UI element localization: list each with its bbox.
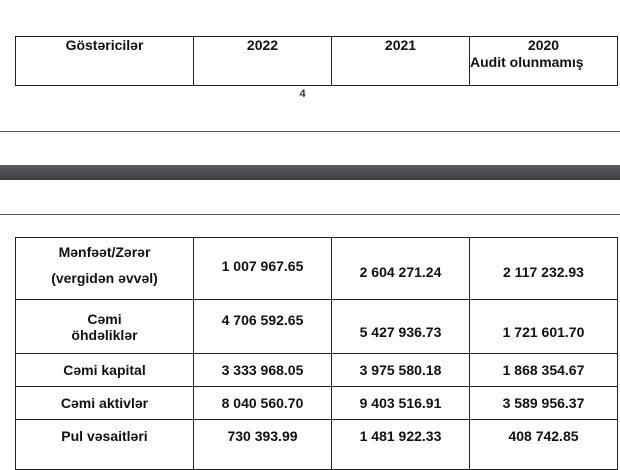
header-table: Göstəricilər 2022 2021 2020 Audit olunmam… — [15, 36, 618, 86]
value-2022: 8 040 560.70 — [193, 386, 332, 420]
row-label: Cəmi kapital — [15, 353, 194, 387]
page-bottom-border — [0, 131, 620, 132]
value-2022: 4 706 592.65 — [193, 299, 332, 354]
value-2021: 2 604 271.24 — [331, 237, 470, 300]
value-2020: 3 589 956.37 — [469, 386, 618, 420]
table-row: Cəmi öhdəliklər 4 706 592.65 5 427 936.73… — [15, 299, 618, 354]
value-2021: 5 427 936.73 — [331, 299, 470, 354]
value-2021: 9 403 516.91 — [331, 386, 470, 420]
value-2022: 1 007 967.65 — [193, 237, 332, 300]
value-2020: 2 117 232.93 — [469, 237, 618, 300]
value-2021: 1 481 922.33 — [331, 419, 470, 470]
row-label-line: öhdəliklər — [71, 326, 138, 343]
header-2021: 2021 — [331, 36, 470, 86]
page-number: 4 — [299, 88, 306, 100]
row-label: Mənfəət/Zərər (vergidən əvvəl) — [15, 237, 194, 300]
header-2020-note: Audit olunmamış — [470, 54, 584, 70]
value-2022: 730 393.99 — [193, 419, 332, 470]
row-label: Pul vəsaitləri — [15, 419, 194, 470]
row-label-line: (vergidən əvvəl) — [51, 269, 158, 286]
value-2022: 3 333 968.05 — [193, 353, 332, 387]
table-row: Pul vəsaitləri 730 393.99 1 481 922.33 4… — [15, 419, 618, 470]
header-2020: 2020 Audit olunmamış — [469, 36, 618, 86]
value-2020: 1 868 354.67 — [469, 353, 618, 387]
value-2020: 1 721 601.70 — [469, 299, 618, 354]
page-gap-divider — [0, 165, 620, 180]
header-row: Göstəricilər 2022 2021 2020 Audit olunmam… — [15, 36, 618, 86]
value-2021: 3 975 580.18 — [331, 353, 470, 387]
page-top-border — [0, 214, 620, 215]
header-indicators: Göstəricilər — [15, 36, 194, 86]
row-label-line: Cəmi — [87, 310, 122, 327]
row-label: Cəmi aktivlər — [15, 386, 194, 420]
row-label: Cəmi öhdəliklər — [15, 299, 194, 354]
header-2022: 2022 — [193, 36, 332, 86]
value-2020: 408 742.85 — [469, 419, 618, 470]
table-row: Cəmi kapital 3 333 968.05 3 975 580.18 1… — [15, 353, 618, 387]
table-row: Mənfəət/Zərər (vergidən əvvəl) 1 007 967.… — [15, 237, 618, 300]
header-2020-year: 2020 — [527, 37, 560, 53]
financial-data-table: Mənfəət/Zərər (vergidən əvvəl) 1 007 967.… — [15, 237, 618, 470]
row-label-line: Mənfəət/Zərər — [58, 243, 151, 260]
table-row: Cəmi aktivlər 8 040 560.70 9 403 516.91 … — [15, 386, 618, 420]
